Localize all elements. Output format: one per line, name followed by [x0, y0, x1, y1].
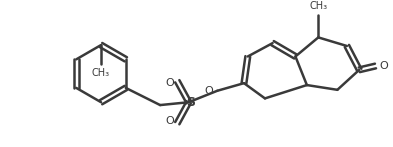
Text: O: O	[205, 86, 213, 96]
Text: S: S	[186, 96, 195, 109]
Text: O: O	[165, 116, 174, 126]
Text: CH₃: CH₃	[309, 1, 327, 11]
Text: CH₃: CH₃	[92, 68, 110, 78]
Text: O: O	[165, 78, 174, 88]
Text: O: O	[379, 61, 388, 71]
